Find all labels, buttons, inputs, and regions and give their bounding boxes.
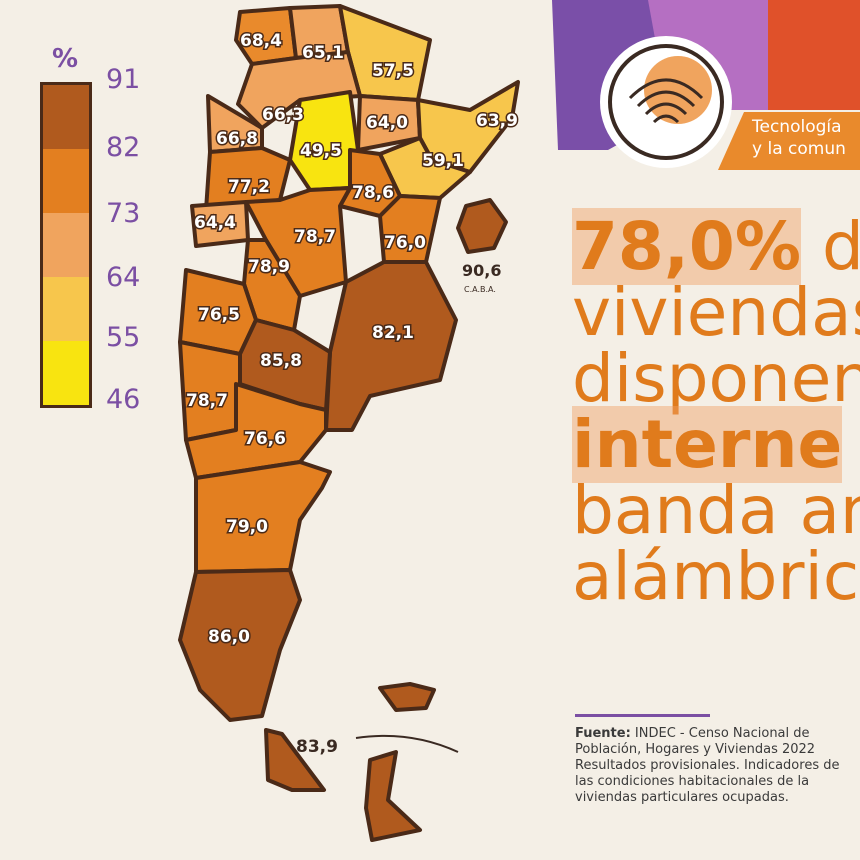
headline-text: alámbrica (572, 538, 860, 615)
source-text: Población, Hogares y Viviendas 2022 (575, 742, 816, 757)
map-region (178, 568, 302, 722)
map-region (324, 260, 458, 432)
region-value-label: 78,9 (248, 257, 290, 277)
banner-title-line: y la comun (752, 139, 846, 159)
source-label: Fuente: (575, 726, 631, 741)
caba-name-label: C.A.B.A. (464, 285, 496, 294)
region-value-label: 64,0 (366, 113, 408, 133)
map-region (378, 194, 442, 264)
legend-swatch (43, 341, 89, 405)
region-value-label: 59,1 (422, 151, 464, 171)
legend-tick: 46 (106, 384, 141, 415)
legend-color-scale (40, 82, 92, 408)
region-value-label: 63,9 (476, 111, 518, 131)
headline: 78,0% d viviendas disponen interne banda… (572, 208, 860, 615)
headline-text: d (800, 208, 860, 285)
legend-tick: 73 (106, 198, 141, 229)
region-value-label: 79,0 (226, 517, 268, 537)
caba-region (456, 198, 508, 254)
map-region (204, 146, 292, 212)
source-text: viviendas particulares ocupadas. (575, 790, 789, 805)
region-value-label: 76,6 (244, 429, 286, 449)
source-text: Resultados provisionales. Indicadores de (575, 758, 840, 773)
region-value-label: 66,8 (216, 129, 258, 149)
map-region (378, 682, 436, 712)
source-divider (575, 714, 710, 717)
source-text: INDEC - Censo Nacional de (630, 726, 810, 741)
region-value-label: 78,7 (294, 227, 336, 247)
header-banner (548, 0, 860, 170)
caba-value-label: 90,6 (462, 261, 501, 280)
headline-text: viviendas (572, 274, 860, 351)
legend-swatch (43, 85, 89, 149)
legend-unit: % (52, 44, 79, 74)
legend-swatch (43, 277, 89, 341)
region-value-label: 83,9 (296, 737, 338, 757)
headline-percentage: 78,0% (572, 208, 801, 285)
region-value-label: 68,4 (240, 31, 282, 51)
region-value-label: 57,5 (372, 61, 414, 81)
legend-swatch (43, 213, 89, 277)
antarctic-arc (355, 734, 459, 753)
source-text: las condiciones habitacionales de la (575, 774, 810, 789)
legend-swatch (43, 149, 89, 213)
region-value-label: 78,7 (186, 391, 228, 411)
headline-emphasis: interne (572, 406, 843, 483)
region-value-label: 76,0 (384, 233, 426, 253)
legend-tick: 64 (106, 262, 141, 293)
region-value-label: 82,1 (372, 323, 414, 343)
map-region (364, 750, 422, 842)
region-value-label: 85,8 (260, 351, 302, 371)
legend-tick: 91 (106, 64, 141, 95)
legend-tick: 55 (106, 322, 141, 353)
region-value-label: 65,1 (302, 43, 344, 63)
region-value-label: 78,6 (352, 183, 394, 203)
region-value-label: 86,0 (208, 627, 250, 647)
banner-artwork (548, 0, 860, 170)
source-note: Fuente: INDEC - Censo Nacional de Poblac… (575, 726, 860, 806)
region-value-label: 66,3 (262, 105, 304, 125)
region-value-label: 77,2 (228, 177, 270, 197)
region-value-label: 76,5 (198, 305, 240, 325)
headline-text: banda an (572, 472, 860, 549)
headline-text: disponen (572, 340, 860, 417)
region-value-label: 49,5 (300, 141, 342, 161)
banner-title: Tecnología y la comun (752, 116, 846, 160)
banner-title-line: Tecnología (752, 117, 842, 137)
legend-tick: 82 (106, 132, 141, 163)
map-region (264, 728, 326, 792)
region-value-label: 64,4 (194, 213, 236, 233)
